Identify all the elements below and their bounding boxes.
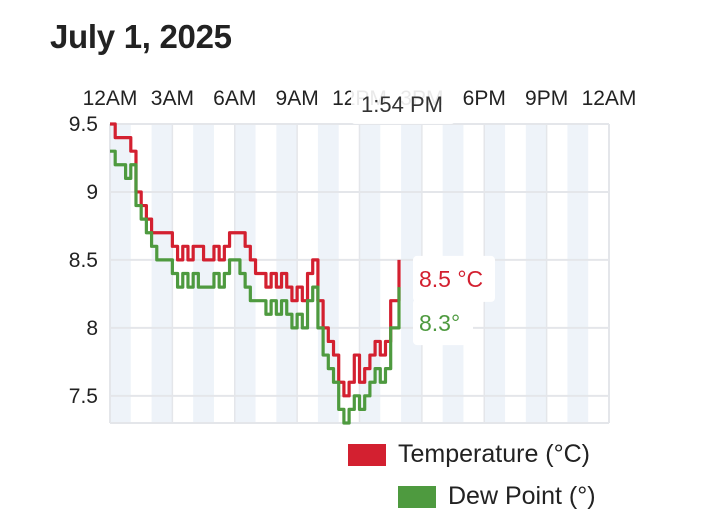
tooltip-time: 1:54 PM xyxy=(361,92,443,117)
hour-band xyxy=(567,124,589,423)
hour-band xyxy=(110,124,131,423)
x-tick-label: 12AM xyxy=(582,87,637,110)
legend-swatch-dew-point xyxy=(398,485,436,508)
hour-band xyxy=(151,124,173,423)
tooltip-temperature-value: 8.5 °C xyxy=(419,266,483,292)
dew-point-line xyxy=(110,149,401,425)
hour-band xyxy=(359,124,381,423)
y-tick-label: 7.5 xyxy=(69,385,98,408)
y-tick-label: 9 xyxy=(86,181,98,204)
chart-svg[interactable]: 12AM3AM6AM9AM12PM3PM6PM9PM12AM 7.588.599… xyxy=(0,0,720,440)
legend-item-temperature[interactable]: Temperature (°C) xyxy=(348,440,590,469)
x-tick-label: 6AM xyxy=(213,87,256,110)
legend-item-dew-point[interactable]: Dew Point (°) xyxy=(398,482,596,511)
legend-swatch-temperature xyxy=(348,443,386,466)
hour-band xyxy=(401,124,422,423)
chart-title: July 1, 2025 xyxy=(50,18,232,55)
y-tick-label: 8.5 xyxy=(69,249,98,272)
x-tick-label: 9PM xyxy=(525,87,568,110)
hover-tooltip: 1:54 PM 8.5 °C 8.3° xyxy=(351,84,496,346)
y-axis: 7.5 8 8.5 9 9.5 xyxy=(69,113,98,408)
tooltip-time-box xyxy=(351,84,456,124)
legend-label-temperature: Temperature (°C) xyxy=(398,440,590,468)
x-tick-label: 9AM xyxy=(276,87,319,110)
tooltip-dew-point-box xyxy=(413,299,474,346)
x-tick-label: 12AM xyxy=(83,87,138,110)
hour-band xyxy=(193,124,214,423)
y-tick-label: 8 xyxy=(86,317,98,340)
y-tick-label: 9.5 xyxy=(69,113,98,136)
x-tick-label: 3AM xyxy=(151,87,194,110)
tooltip-temperature-box xyxy=(413,255,496,302)
legend-label-dew-point: Dew Point (°) xyxy=(448,482,596,510)
series-lines xyxy=(110,122,401,425)
tooltip-dew-point-value: 8.3° xyxy=(419,310,460,336)
temperature-line xyxy=(110,122,401,398)
x-tick-label: 6PM xyxy=(463,87,506,110)
hour-band xyxy=(317,124,339,423)
hour-band xyxy=(525,124,547,423)
